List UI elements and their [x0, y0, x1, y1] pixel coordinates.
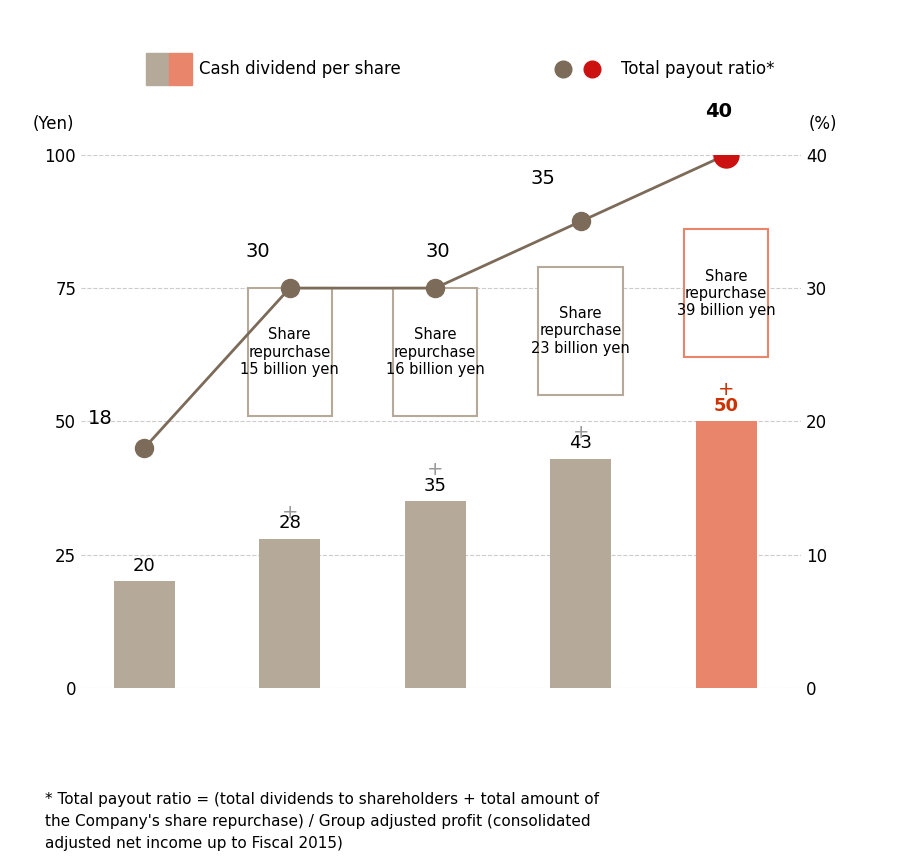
- Text: 28: 28: [278, 514, 302, 532]
- Bar: [169, 53, 192, 85]
- Text: Share
repurchase
39 billion yen: Share repurchase 39 billion yen: [677, 268, 776, 318]
- Text: Cash dividend per share: Cash dividend per share: [199, 60, 400, 78]
- Text: 20: 20: [133, 557, 156, 575]
- Text: Share
repurchase
23 billion yen: Share repurchase 23 billion yen: [531, 306, 630, 356]
- Text: +: +: [718, 380, 734, 399]
- Text: +: +: [427, 460, 444, 479]
- Text: Total payout ratio*: Total payout ratio*: [621, 60, 775, 78]
- Text: 35: 35: [424, 477, 446, 495]
- Text: 30: 30: [246, 243, 270, 261]
- Bar: [259, 538, 320, 688]
- Bar: [113, 581, 175, 688]
- Text: 18: 18: [88, 409, 113, 428]
- FancyBboxPatch shape: [684, 230, 769, 358]
- Text: * Total payout ratio = (total dividends to shareholders + total amount of
the Co: * Total payout ratio = (total dividends …: [45, 792, 599, 851]
- Text: 35: 35: [530, 169, 555, 188]
- FancyBboxPatch shape: [538, 267, 623, 395]
- Text: +: +: [572, 422, 589, 441]
- Bar: [405, 501, 465, 688]
- Text: Share
repurchase
16 billion yen: Share repurchase 16 billion yen: [386, 327, 484, 377]
- Text: +: +: [282, 502, 298, 521]
- Text: 30: 30: [426, 243, 450, 261]
- FancyBboxPatch shape: [393, 288, 477, 416]
- Text: 40: 40: [706, 102, 733, 121]
- Bar: [550, 458, 611, 688]
- Bar: [146, 53, 169, 85]
- FancyBboxPatch shape: [248, 288, 332, 416]
- Text: (Yen): (Yen): [32, 115, 74, 133]
- Text: 50: 50: [714, 397, 739, 415]
- Text: 43: 43: [569, 434, 592, 452]
- Text: (%): (%): [808, 115, 837, 133]
- Text: Share
repurchase
15 billion yen: Share repurchase 15 billion yen: [240, 327, 339, 377]
- Bar: [696, 421, 757, 688]
